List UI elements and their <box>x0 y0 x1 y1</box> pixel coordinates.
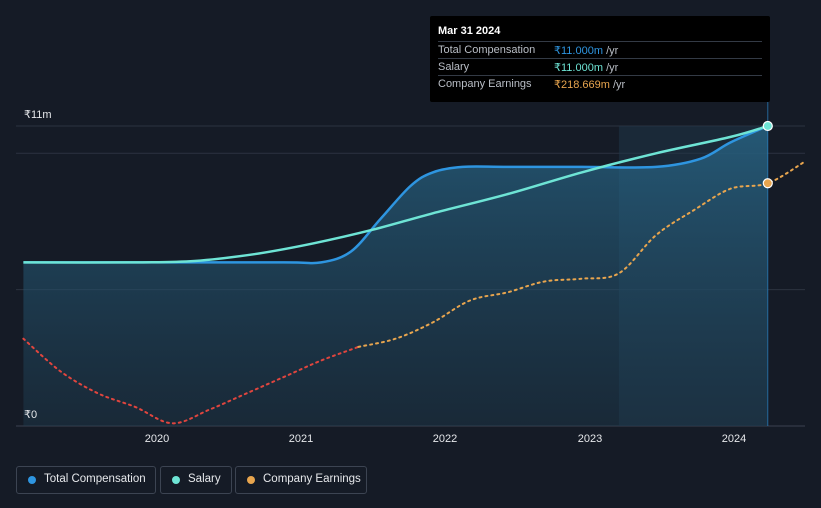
tooltip-value: ₹11.000m /yr <box>554 62 619 74</box>
company-earnings-line-negative <box>22 337 360 425</box>
legend-dot-icon <box>172 476 180 484</box>
y-tick-label-max: ₹11m <box>24 109 52 121</box>
legend-label: Total Compensation <box>44 473 146 485</box>
total-compensation-line <box>23 124 769 265</box>
tooltip-value: ₹218.669m /yr <box>554 79 626 91</box>
chart-tooltip: Mar 31 2024 Total Compensation ₹11.000m … <box>430 16 770 102</box>
y-tick-label-zero: ₹0 <box>24 409 38 421</box>
tooltip-label: Salary <box>438 61 470 73</box>
legend-item-total-compensation[interactable]: Total Compensation <box>16 466 156 494</box>
salary-line <box>23 124 769 264</box>
legend-dot-icon <box>247 476 255 484</box>
salary-marker <box>762 120 773 132</box>
tooltip-label: Company Earnings <box>438 78 532 90</box>
company-earnings-marker <box>762 178 773 189</box>
legend-label: Salary <box>188 473 221 485</box>
tooltip-row-company-earnings: Company Earnings ₹218.669m /yr <box>438 75 762 93</box>
legend-item-company-earnings[interactable]: Company Earnings <box>235 466 367 494</box>
x-tick-label-2020: 2020 <box>144 433 170 445</box>
legend-dot-icon <box>28 476 36 484</box>
legend-item-salary[interactable]: Salary <box>160 466 232 494</box>
tooltip-row-total-compensation: Total Compensation ₹11.000m /yr <box>438 41 762 59</box>
x-tick-label-2021: 2021 <box>288 433 314 445</box>
tooltip-date: Mar 31 2024 <box>438 25 501 37</box>
total-compensation-area <box>23 126 768 426</box>
x-tick-label-2022: 2022 <box>432 433 458 445</box>
tooltip-row-salary: Salary ₹11.000m /yr <box>438 58 762 76</box>
company-earnings-line <box>357 160 806 348</box>
x-tick-label-2023: 2023 <box>577 433 603 445</box>
legend-label: Company Earnings <box>263 473 361 485</box>
x-tick-label-2024: 2024 <box>721 433 747 445</box>
tooltip-value: ₹11.000m /yr <box>554 45 619 57</box>
tooltip-label: Total Compensation <box>438 44 536 56</box>
